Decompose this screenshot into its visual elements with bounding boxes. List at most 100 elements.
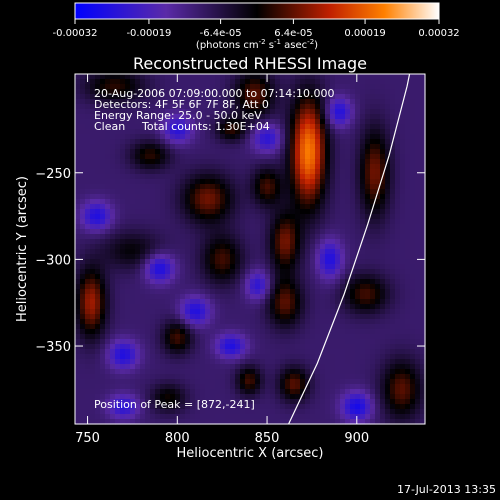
heatmap-cell xyxy=(365,279,371,285)
heatmap-cell xyxy=(275,259,281,265)
heatmap-cell xyxy=(75,259,81,265)
heatmap-cell xyxy=(340,74,346,80)
heatmap-cell xyxy=(170,269,176,275)
heatmap-cell xyxy=(410,329,416,335)
heatmap-cell xyxy=(250,219,256,225)
heatmap-cell xyxy=(385,214,391,220)
heatmap-cell xyxy=(410,379,416,385)
heatmap-cell xyxy=(245,94,251,100)
heatmap-cell xyxy=(95,389,101,395)
heatmap-cell xyxy=(120,209,126,215)
heatmap-cell xyxy=(185,294,191,300)
heatmap-cell xyxy=(415,349,421,355)
heatmap-cell xyxy=(295,249,301,255)
heatmap-cell xyxy=(330,204,336,210)
heatmap-cell xyxy=(175,184,181,190)
heatmap-cell xyxy=(415,204,421,210)
heatmap-cell xyxy=(270,334,276,340)
heatmap-cell xyxy=(395,389,401,395)
heatmap-cell xyxy=(280,99,286,105)
heatmap-cell xyxy=(85,394,91,400)
heatmap-cell xyxy=(340,384,346,390)
heatmap-cell xyxy=(150,319,156,325)
heatmap-cell xyxy=(330,229,336,235)
heatmap-cell xyxy=(170,199,176,205)
heatmap-cell xyxy=(290,124,296,130)
heatmap-cell xyxy=(95,99,101,105)
heatmap-cell xyxy=(285,414,291,420)
heatmap-cell xyxy=(225,109,231,115)
heatmap-cell xyxy=(390,259,396,265)
heatmap-cell xyxy=(255,284,261,290)
heatmap-cell xyxy=(140,309,146,315)
heatmap-cell xyxy=(250,244,256,250)
heatmap-cell xyxy=(255,159,261,165)
heatmap-cell xyxy=(310,274,316,280)
heatmap-cell xyxy=(265,74,271,80)
heatmap-cell xyxy=(310,314,316,320)
heatmap-cell xyxy=(150,189,156,195)
heatmap-cell xyxy=(355,269,361,275)
heatmap-cell xyxy=(225,129,231,135)
heatmap-cell xyxy=(385,339,391,345)
heatmap-cell xyxy=(250,169,256,175)
heatmap-cell xyxy=(240,159,246,165)
heatmap-cell xyxy=(125,259,131,265)
heatmap-cell xyxy=(140,89,146,95)
heatmap-cell xyxy=(355,244,361,250)
heatmap-cell xyxy=(395,204,401,210)
heatmap-cell xyxy=(290,79,296,85)
heatmap-cell xyxy=(370,134,376,140)
heatmap-cell xyxy=(410,184,416,190)
heatmap-cell xyxy=(85,189,91,195)
heatmap-cell xyxy=(190,374,196,380)
heatmap-cell xyxy=(190,99,196,105)
heatmap-cell xyxy=(75,94,81,100)
heatmap-cell xyxy=(120,319,126,325)
heatmap-cell xyxy=(85,84,91,90)
heatmap-cell xyxy=(350,414,356,420)
heatmap-cell xyxy=(405,354,411,360)
heatmap-cell xyxy=(380,379,386,385)
colorbar-tick-label: 6.4e-05 xyxy=(274,28,312,39)
heatmap-cell xyxy=(325,254,331,260)
heatmap-cell xyxy=(205,329,211,335)
heatmap-cell xyxy=(195,334,201,340)
heatmap-cell xyxy=(230,164,236,170)
heatmap-cell xyxy=(230,89,236,95)
heatmap-cell xyxy=(385,159,391,165)
heatmap-cell xyxy=(350,289,356,295)
heatmap-cell xyxy=(370,184,376,190)
heatmap-cell xyxy=(85,389,91,395)
heatmap-cell xyxy=(170,239,176,245)
heatmap-cell xyxy=(110,119,116,125)
heatmap-cell xyxy=(210,284,216,290)
heatmap-cell xyxy=(135,374,141,380)
heatmap-cell xyxy=(90,109,96,115)
heatmap-cell xyxy=(280,284,286,290)
heatmap-cell xyxy=(305,284,311,290)
heatmap-cell xyxy=(320,419,326,425)
heatmap-cell xyxy=(270,384,276,390)
heatmap-cell xyxy=(150,149,156,155)
heatmap-cell xyxy=(185,189,191,195)
heatmap-cell xyxy=(200,359,206,365)
heatmap-cell xyxy=(315,119,321,125)
heatmap-cell xyxy=(280,154,286,160)
heatmap-cell xyxy=(205,374,211,380)
heatmap-cell xyxy=(225,224,231,230)
heatmap-cell xyxy=(205,274,211,280)
heatmap-cell xyxy=(270,84,276,90)
heatmap-cell xyxy=(85,134,91,140)
heatmap-cell xyxy=(390,419,396,425)
heatmap-cell xyxy=(380,179,386,185)
heatmap-cell xyxy=(405,139,411,145)
heatmap-cell xyxy=(325,324,331,330)
heatmap-cell xyxy=(260,139,266,145)
heatmap-cell xyxy=(150,79,156,85)
heatmap-cell xyxy=(95,414,101,420)
heatmap-cell xyxy=(195,119,201,125)
heatmap-cell xyxy=(275,229,281,235)
heatmap-cell xyxy=(370,319,376,325)
heatmap-cell xyxy=(245,279,251,285)
